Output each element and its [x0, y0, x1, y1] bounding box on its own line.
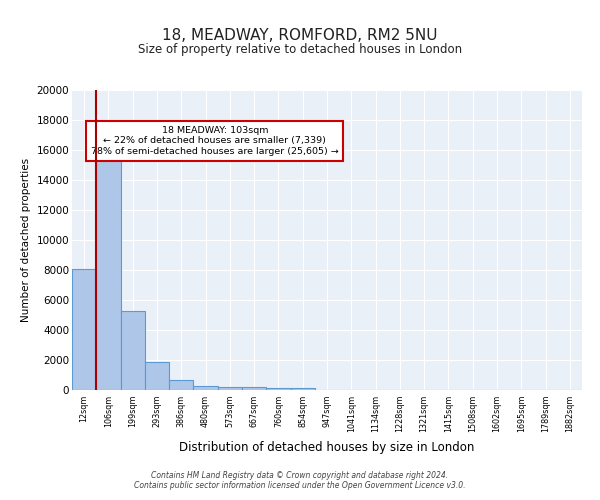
Bar — [290, 388, 315, 390]
X-axis label: Distribution of detached houses by size in London: Distribution of detached houses by size … — [179, 440, 475, 454]
Bar — [193, 386, 218, 390]
Text: Contains HM Land Registry data © Crown copyright and database right 2024.
Contai: Contains HM Land Registry data © Crown c… — [134, 470, 466, 490]
Bar — [145, 362, 169, 390]
Bar — [242, 387, 266, 390]
Bar — [218, 386, 242, 390]
Text: 18 MEADWAY: 103sqm
← 22% of detached houses are smaller (7,339)
78% of semi-deta: 18 MEADWAY: 103sqm ← 22% of detached hou… — [91, 126, 338, 156]
Bar — [72, 268, 96, 390]
Bar — [96, 141, 121, 390]
Text: Size of property relative to detached houses in London: Size of property relative to detached ho… — [138, 42, 462, 56]
Bar — [121, 310, 145, 390]
Text: 18, MEADWAY, ROMFORD, RM2 5NU: 18, MEADWAY, ROMFORD, RM2 5NU — [162, 28, 438, 42]
Y-axis label: Number of detached properties: Number of detached properties — [21, 158, 31, 322]
Bar — [266, 388, 290, 390]
Bar — [169, 380, 193, 390]
